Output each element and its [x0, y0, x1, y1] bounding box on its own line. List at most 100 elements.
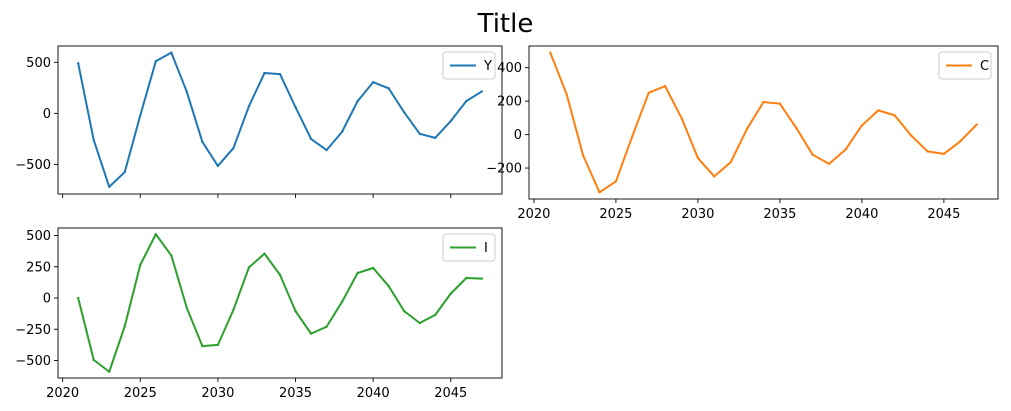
data-point	[92, 138, 95, 142]
x-tick-label: 2030	[681, 207, 714, 222]
y-tick-label: −500	[15, 158, 51, 173]
legend-label: I	[484, 241, 488, 256]
x-tick-label: 2035	[279, 386, 312, 401]
axes-frame	[57, 45, 503, 195]
data-point	[356, 271, 359, 275]
data-point	[123, 324, 126, 328]
data-point	[860, 124, 864, 127]
data-point	[309, 137, 313, 141]
y-tick-label: 400	[497, 61, 522, 76]
data-point	[926, 150, 929, 153]
x-tick-label: 2040	[845, 207, 878, 222]
data-point	[598, 191, 601, 194]
x-tick-label: 2030	[201, 386, 234, 401]
subplot-3: −500 −250 0 250 500 2020 2025 2030 2035 2040 2045 I	[15, 227, 503, 401]
data-point	[76, 296, 80, 300]
x-tick-label: 2045	[927, 207, 960, 222]
y-tick-label: −500	[15, 354, 51, 369]
data-point	[844, 148, 847, 151]
data-point	[309, 332, 313, 335]
data-point	[449, 292, 452, 295]
data-point	[745, 127, 749, 130]
y-tick-label: −250	[15, 323, 51, 338]
x-tick-label: 2045	[434, 386, 467, 401]
data-point	[185, 90, 189, 94]
data-point	[232, 308, 235, 312]
data-point	[170, 51, 173, 54]
data-point	[201, 344, 204, 348]
data-point	[942, 152, 946, 156]
x-tick-label: 2040	[357, 386, 390, 401]
data-point	[729, 161, 732, 164]
data-point	[325, 148, 328, 152]
y-tick-label: 0	[43, 292, 51, 307]
data-point	[92, 358, 95, 362]
data-point	[909, 134, 913, 137]
data-point	[614, 180, 618, 183]
data-point	[631, 135, 634, 138]
data-point	[827, 162, 831, 166]
axes-frame	[57, 227, 503, 379]
data-point	[371, 266, 375, 270]
data-point	[216, 164, 220, 168]
data-point	[76, 62, 80, 65]
data-point	[696, 156, 700, 160]
data-point	[762, 100, 765, 104]
x-tick-label: 2025	[124, 386, 157, 401]
data-point	[294, 106, 297, 109]
data-point	[108, 370, 111, 373]
data-point	[108, 185, 111, 189]
data-point	[170, 254, 173, 257]
data-point	[581, 154, 585, 157]
data-point	[480, 277, 484, 280]
data-point	[232, 146, 235, 150]
data-point	[340, 300, 344, 303]
data-point	[480, 90, 484, 93]
y-tick-label: 500	[26, 56, 51, 71]
legend-label: Y	[483, 59, 492, 74]
legend-label: C	[980, 59, 989, 74]
data-point	[434, 136, 437, 140]
series-line-I	[77, 233, 482, 373]
data-point	[216, 343, 220, 347]
legend: I	[442, 233, 496, 262]
data-point	[795, 126, 798, 130]
y-tick-label: 0	[43, 107, 51, 122]
y-tick-label: 200	[497, 95, 522, 110]
x-tick-label: 2035	[763, 207, 796, 222]
y-tick-label: −200	[486, 162, 522, 177]
data-point	[387, 87, 390, 90]
data-point	[418, 132, 421, 135]
data-point	[549, 51, 552, 54]
data-point	[811, 153, 814, 156]
data-point	[449, 119, 452, 123]
data-point	[680, 116, 683, 120]
x-tick-label: 2020	[46, 386, 79, 401]
data-point	[123, 170, 126, 174]
data-point	[465, 276, 468, 280]
data-point	[247, 266, 251, 269]
legend: C	[938, 51, 992, 80]
x-tick-label: 2025	[599, 207, 632, 222]
data-point	[402, 111, 406, 114]
y-tick-label: 500	[26, 229, 51, 244]
subplot-2: −200 0 200 400 2020 2025 2030 2035 2040 2045 C	[486, 45, 999, 222]
legend: Y	[442, 51, 496, 80]
data-point	[340, 130, 344, 133]
data-point	[418, 321, 421, 325]
axes-frame	[528, 45, 999, 200]
data-point	[263, 71, 266, 75]
x-tick-label: 2020	[517, 207, 550, 222]
data-point	[154, 233, 158, 236]
data-point	[959, 140, 962, 143]
data-point	[663, 84, 667, 88]
data-point	[294, 309, 297, 313]
data-point	[387, 284, 390, 288]
data-point	[434, 313, 437, 317]
data-point	[465, 99, 468, 103]
data-point	[647, 91, 650, 95]
data-point	[139, 114, 142, 117]
data-point	[565, 93, 568, 96]
data-point	[247, 105, 251, 108]
